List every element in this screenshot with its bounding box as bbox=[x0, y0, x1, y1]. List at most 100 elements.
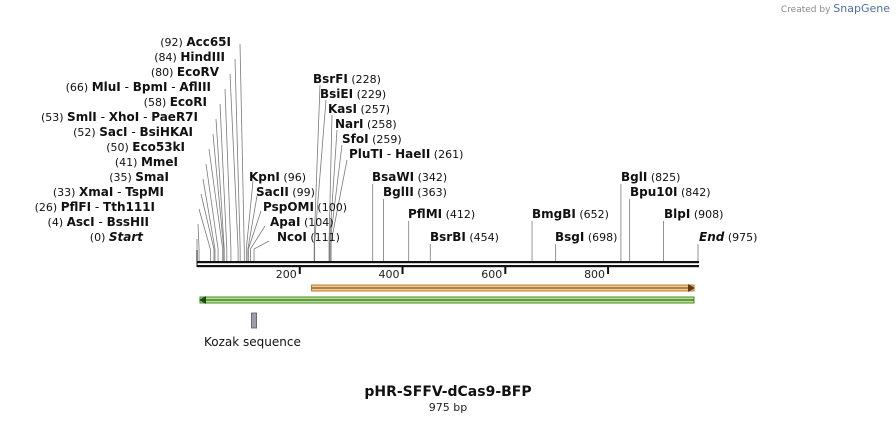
site-label: (80) EcoRV bbox=[151, 65, 220, 79]
leader-ecorv bbox=[229, 73, 239, 261]
enzyme-haeii[interactable]: HaeII bbox=[395, 147, 430, 161]
enzyme-bsrfi[interactable]: BsrFI bbox=[313, 72, 348, 86]
leader-sacii bbox=[247, 195, 258, 261]
site-label: (92) Acc65I bbox=[160, 35, 231, 49]
leader-lines bbox=[196, 43, 699, 261]
enzyme-bglii[interactable]: BglII bbox=[383, 185, 414, 199]
enzyme-ecorv[interactable]: EcoRV bbox=[177, 65, 220, 79]
enzyme-saci[interactable]: SacI bbox=[99, 125, 127, 139]
enzyme-afliii[interactable]: AflIII bbox=[179, 80, 211, 94]
site-sfoi: SfoI (259) bbox=[342, 132, 402, 146]
enzyme-pluti[interactable]: PluTI bbox=[349, 147, 383, 161]
enzyme-xhoi[interactable]: XhoI bbox=[109, 110, 140, 124]
site-position: (84) bbox=[154, 51, 180, 64]
enzyme-bgli[interactable]: BglI bbox=[621, 170, 647, 184]
leader-mlui bbox=[224, 88, 232, 261]
enzyme-blpi[interactable]: BlpI bbox=[664, 207, 690, 221]
enzyme-bpmi[interactable]: BpmI bbox=[133, 80, 168, 94]
site-sacii: SacII (99) bbox=[256, 185, 315, 199]
site-label: BsrFI (228) bbox=[313, 72, 381, 86]
site-label: SacII (99) bbox=[256, 185, 315, 199]
enzyme-bsiei[interactable]: BsiEI bbox=[320, 87, 353, 101]
site-mmei: (41) MmeI bbox=[115, 155, 178, 169]
site-position: (35) bbox=[109, 171, 135, 184]
kozak-sequence-label[interactable]: Kozak sequence bbox=[204, 335, 301, 349]
enzyme-smai[interactable]: SmaI bbox=[135, 170, 169, 184]
site-asci: (4) AscI - BssHII bbox=[48, 215, 149, 229]
site-position: (698) bbox=[584, 231, 617, 244]
site-label: NarI (258) bbox=[335, 117, 397, 131]
plasmid-length: 975 bp bbox=[428, 401, 468, 414]
site-label: PspOMI (100) bbox=[263, 200, 347, 214]
enzyme-kasi[interactable]: KasI bbox=[328, 102, 357, 116]
site-ecorv: (80) EcoRV bbox=[151, 65, 220, 79]
site-bsgi: BsgI (698) bbox=[555, 230, 617, 244]
orf-forward-arrowhead bbox=[688, 284, 695, 292]
site-bsiei: BsiEI (229) bbox=[320, 87, 386, 101]
enzyme-eco53ki[interactable]: Eco53kI bbox=[132, 140, 185, 154]
site-label: PluTI - HaeII (261) bbox=[349, 147, 463, 161]
leader-bsrfi bbox=[313, 84, 321, 261]
enzyme-bsihkai[interactable]: BsiHKAI bbox=[140, 125, 194, 139]
leader-kpni bbox=[245, 180, 254, 261]
site-position: (100) bbox=[314, 201, 347, 214]
enzyme-tspmi[interactable]: TspMI bbox=[125, 185, 164, 199]
site-position: (228) bbox=[348, 73, 381, 86]
site-nari: NarI (258) bbox=[335, 117, 397, 131]
ruler: 200 400 600 800 bbox=[276, 267, 610, 281]
site-position: (825) bbox=[647, 171, 680, 184]
enzyme-smli[interactable]: SmlI bbox=[67, 110, 97, 124]
feature-kozak-sequence bbox=[251, 312, 257, 329]
site-position: (258) bbox=[364, 118, 397, 131]
enzyme-end[interactable]: End bbox=[699, 230, 725, 244]
enzyme-asci[interactable]: AscI bbox=[67, 215, 95, 229]
enzyme-hindiii[interactable]: HindIII bbox=[180, 50, 225, 64]
site-position: (50) bbox=[106, 141, 132, 154]
enzyme-kpni[interactable]: KpnI bbox=[249, 170, 280, 184]
enzyme-bmgbi[interactable]: BmgBI bbox=[532, 207, 576, 221]
site-blpi: BlpI (908) bbox=[664, 207, 723, 221]
enzyme-sacii[interactable]: SacII bbox=[256, 185, 289, 199]
enzyme-sfoi[interactable]: SfoI bbox=[342, 132, 369, 146]
site-pflmi: PflMI (412) bbox=[408, 207, 475, 221]
enzyme-bsgi[interactable]: BsgI bbox=[555, 230, 584, 244]
orfs bbox=[199, 284, 695, 304]
site-smai: (35) SmaI bbox=[109, 170, 169, 184]
enzyme-pflfi[interactable]: PflFI bbox=[61, 200, 91, 214]
site-label: ApaI (104) bbox=[270, 215, 334, 229]
leader-acc65i bbox=[239, 43, 245, 261]
site-ecori: (58) EcoRI bbox=[144, 95, 207, 109]
site-label: (0) Start bbox=[90, 230, 144, 244]
site-position: (99) bbox=[289, 186, 315, 199]
enzyme-bpu10i[interactable]: Bpu10I bbox=[630, 185, 677, 199]
site-hindiii: (84) HindIII bbox=[154, 50, 225, 64]
site-position: (104) bbox=[300, 216, 333, 229]
enzyme-pspomi[interactable]: PspOMI bbox=[263, 200, 314, 214]
name-separator: - bbox=[383, 147, 395, 161]
enzyme-mlui[interactable]: MluI bbox=[92, 80, 121, 94]
site-label: BglI (825) bbox=[621, 170, 680, 184]
site-position: (96) bbox=[280, 171, 306, 184]
enzyme-ecori[interactable]: EcoRI bbox=[170, 95, 207, 109]
enzyme-start[interactable]: Start bbox=[109, 230, 144, 244]
enzyme-bsshii[interactable]: BssHII bbox=[107, 215, 149, 229]
site-position: (52) bbox=[73, 126, 99, 139]
enzyme-bsrbi[interactable]: BsrBI bbox=[430, 230, 466, 244]
enzyme-acc65i[interactable]: Acc65I bbox=[186, 35, 231, 49]
enzyme-apai[interactable]: ApaI bbox=[270, 215, 300, 229]
enzyme-pflmi[interactable]: PflMI bbox=[408, 207, 442, 221]
site-position: (908) bbox=[690, 208, 723, 221]
enzyme-mmei[interactable]: MmeI bbox=[141, 155, 178, 169]
leader-sfoi bbox=[329, 144, 343, 261]
site-kasi: KasI (257) bbox=[328, 102, 390, 116]
enzyme-xmai[interactable]: XmaI bbox=[79, 185, 113, 199]
enzyme-bsawi[interactable]: BsaWI bbox=[372, 170, 414, 184]
enzyme-ncoi[interactable]: NcoI bbox=[277, 230, 307, 244]
leader-smai bbox=[202, 178, 216, 261]
site-label: BsgI (698) bbox=[555, 230, 617, 244]
enzyme-nari[interactable]: NarI bbox=[335, 117, 364, 131]
enzyme-paer7i[interactable]: PaeR7I bbox=[151, 110, 198, 124]
enzyme-tth111i[interactable]: Tth111I bbox=[103, 200, 155, 214]
site-position: (342) bbox=[414, 171, 447, 184]
site-label: BsrBI (454) bbox=[430, 230, 499, 244]
